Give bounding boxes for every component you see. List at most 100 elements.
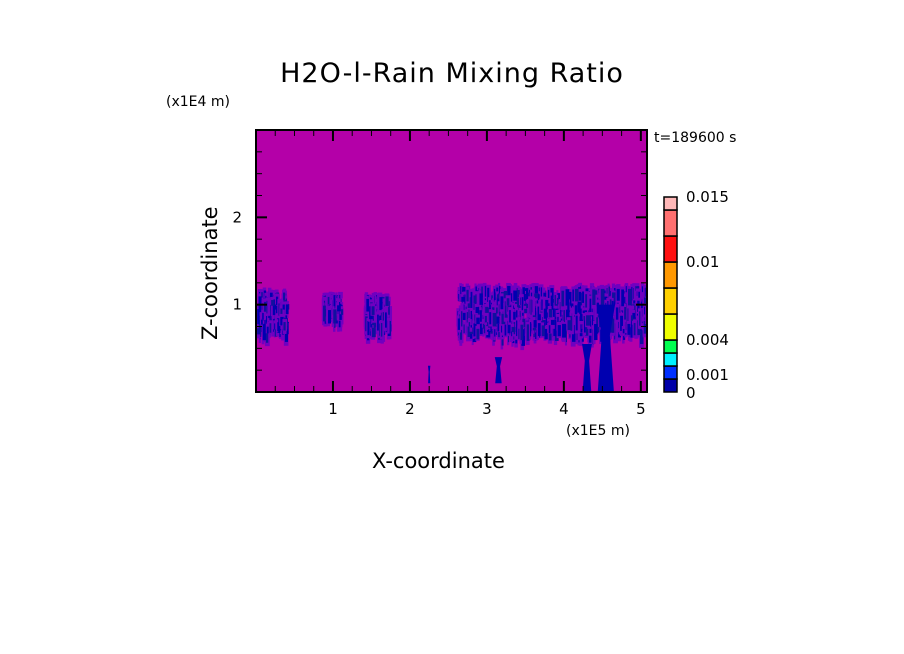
contour-cell [372,320,376,326]
contour-cell [385,296,389,306]
contour-cell [530,292,533,300]
contour-cell [479,322,483,335]
contour-cell [560,305,562,317]
contour-cell [461,311,463,327]
contour-cell [483,285,488,297]
contour-field [256,282,647,392]
contour-cell [285,312,288,319]
contour-cell [266,300,268,314]
contour-cell [641,286,644,293]
contour-cell [468,322,471,327]
colorbar-cell [663,313,678,341]
contour-cell [526,324,530,341]
contour-cell [580,324,583,333]
contour-cell [259,325,262,337]
contour-cell [517,289,520,297]
contour-cell [489,312,492,325]
contour-cell [388,301,390,315]
contour-cell [272,299,275,316]
contour-cell [466,289,469,302]
contour-cell [544,328,549,340]
contour-cell [537,320,542,337]
contour-cell [269,292,273,301]
contour-feature-band-1 [321,291,344,332]
contour-cell [548,325,551,334]
colorbar-cell [663,339,678,354]
contour-cell [550,288,554,298]
contour-cell [565,327,567,343]
contour-cell [379,297,383,311]
contour-cell [633,322,636,336]
contour-cell [524,308,528,314]
contour-cell [622,328,625,334]
contour-cell [496,287,499,294]
contour-cell [486,328,491,338]
time-label: t=189600 s [654,130,737,146]
contour-cell [266,326,269,334]
contour-cell [519,310,521,321]
y-tick-label: 1 [232,296,242,314]
contour-cell [327,310,332,324]
contour-cell [594,324,598,341]
contour-cell [462,286,466,292]
contour-cell [552,308,555,325]
contour-cell [557,293,560,301]
contour-cell [277,322,280,332]
contour-cell [521,297,524,311]
contour-cell [516,320,518,337]
x-axis-label: X-coordinate [372,449,505,473]
contour-cell [262,312,264,320]
contour-cell [327,296,330,305]
contour-cell [484,315,487,323]
contour-cell [621,289,625,307]
contour-cell [496,293,500,306]
contour-cell [513,290,518,301]
contour-cell [275,296,279,305]
contour-cell [568,291,573,306]
contour-cell [457,318,461,330]
contour-cell [637,300,640,312]
contour-cell [586,315,590,326]
contour-cell [476,328,480,340]
colorbar: 00.001 0.004 0.01 0.015 [663,188,729,402]
contour-cell [460,286,462,295]
contour-cell [533,320,537,328]
contour-cell [511,326,516,333]
contour-plume [494,357,503,384]
contour-cell [497,323,500,332]
contour-cell [557,325,561,337]
contour-cell [530,299,532,315]
contour-cell [371,324,376,338]
contour-cell [520,324,524,341]
contour-cell [567,320,572,331]
contour-cell [489,300,491,308]
contour-cell [643,320,647,334]
contour-cell [608,286,611,300]
contour-cell [557,316,559,322]
contour-cell [585,323,589,336]
contour-cell [536,287,541,295]
contour-cell [556,297,559,305]
contour-cell [644,300,646,315]
contour-cell [620,315,624,331]
contour-cell [370,317,372,328]
contour-cell [630,321,634,338]
contour-cell [619,304,621,315]
contour-cell [338,291,343,299]
contour-cell [339,294,341,300]
contour-cell [461,312,466,321]
contour-cell [492,312,497,327]
contour-cell [384,312,387,328]
contour-plume [596,304,616,392]
contour-cell [565,305,570,320]
contour-cell [278,303,280,317]
x-tick-label: 5 [636,400,646,418]
contour-cell [461,296,465,302]
y-unit-label: (x1E4 m) [166,94,230,110]
contour-cell [550,295,554,310]
contour-cell [479,293,483,305]
contour-cell [282,304,286,310]
contour-cell [574,305,578,315]
contour-cell [491,295,494,301]
contour-cell [476,317,480,325]
